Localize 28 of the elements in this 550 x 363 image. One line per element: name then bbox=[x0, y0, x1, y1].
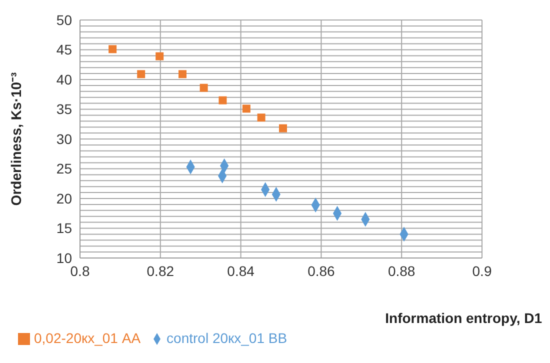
y-tick-label: 50 bbox=[56, 12, 72, 28]
point bbox=[156, 52, 164, 60]
y-tick-label: 20 bbox=[56, 190, 72, 206]
point bbox=[178, 70, 187, 78]
x-tick-label: 0.8 bbox=[70, 262, 90, 279]
point bbox=[137, 70, 146, 78]
legend-label: control 20кх_01 BB bbox=[166, 330, 288, 346]
x-axis-title: Information entropy, D1 bbox=[385, 310, 542, 326]
x-tick-label: 0.82 bbox=[146, 262, 174, 279]
point bbox=[279, 124, 288, 132]
point bbox=[242, 104, 250, 113]
point bbox=[108, 45, 117, 54]
x-tick-label: 0.84 bbox=[227, 262, 255, 279]
y-tick-label: 25 bbox=[56, 160, 72, 177]
y-tick-label: 30 bbox=[56, 130, 72, 147]
y-tick-label: 45 bbox=[56, 42, 72, 58]
point bbox=[200, 84, 208, 92]
y-tick-label: 40 bbox=[56, 71, 72, 88]
y-tick-label: 35 bbox=[56, 101, 72, 118]
point bbox=[218, 96, 227, 104]
x-tick-label: 0.9 bbox=[472, 262, 492, 279]
point bbox=[257, 114, 266, 122]
y-tick-label: 10 bbox=[56, 250, 72, 266]
x-tick-label: 0.86 bbox=[308, 262, 336, 279]
y-axis-title: Orderliness, Ks·10⁻³ bbox=[8, 72, 24, 206]
y-tick-label: 15 bbox=[56, 220, 72, 236]
x-tick-label: 0.88 bbox=[388, 262, 416, 279]
legend-label: 0,02-20кх_01 AA bbox=[34, 330, 141, 346]
